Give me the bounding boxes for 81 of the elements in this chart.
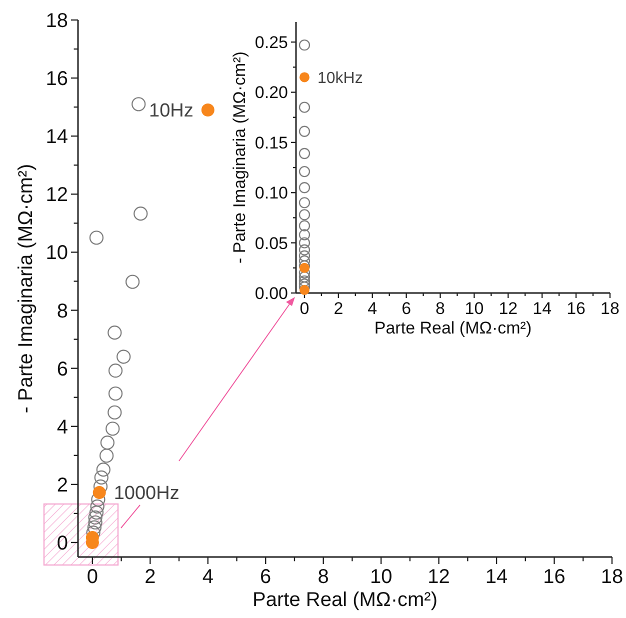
point <box>96 462 110 477</box>
point <box>299 262 310 273</box>
y-axis-title: - Parte Imaginaria (MΩ·cm²) <box>15 164 37 414</box>
x-tick-label: 0 <box>86 566 98 588</box>
y-tick-label: 16 <box>46 68 68 90</box>
point <box>299 72 310 82</box>
point <box>201 103 214 116</box>
point <box>298 244 310 256</box>
point <box>298 220 310 232</box>
x-tick-label: 8 <box>318 566 329 588</box>
point <box>134 206 148 221</box>
y-axis-title: - Parte Imaginaria (MΩ·cm²) <box>230 51 249 264</box>
point <box>108 405 122 420</box>
x-tick-label: 16 <box>543 566 566 588</box>
point <box>298 275 310 287</box>
point <box>94 470 108 485</box>
point <box>100 436 115 450</box>
annotation: 10Hz <box>149 100 194 122</box>
point <box>88 510 102 525</box>
point <box>298 237 310 248</box>
point <box>132 97 146 112</box>
point <box>88 515 102 530</box>
point <box>106 422 120 436</box>
x-tick-label: 6 <box>402 299 412 318</box>
y-tick-label: 14 <box>46 126 68 148</box>
point <box>298 182 310 194</box>
point <box>90 499 104 514</box>
y-tick-label: 0.00 <box>254 284 288 303</box>
point <box>87 520 102 534</box>
y-tick-label: 18 <box>46 10 68 32</box>
point <box>298 166 310 178</box>
point <box>92 486 106 500</box>
x-tick-label: 4 <box>368 299 378 318</box>
point <box>299 285 310 295</box>
y-tick-label: 2 <box>56 474 68 496</box>
y-tick-label: 6 <box>56 358 68 380</box>
point <box>108 364 123 378</box>
x-axis-title: Parte Real (MΩ·cm²) <box>252 589 438 611</box>
point <box>298 250 310 262</box>
point <box>298 148 310 160</box>
x-tick-label: 0 <box>300 299 310 318</box>
x-tick-label: 8 <box>436 299 446 318</box>
point <box>298 255 310 266</box>
y-tick-label: 4 <box>56 416 68 438</box>
y-tick-label: 0 <box>56 532 68 554</box>
x-tick-label: 14 <box>485 566 508 588</box>
y-tick-label: 10 <box>46 242 68 264</box>
x-tick-label: 2 <box>334 299 344 318</box>
annotation: 10kHz <box>317 70 363 87</box>
y-tick-label: 12 <box>46 184 68 206</box>
y-tick-label: 0.05 <box>254 234 288 253</box>
point <box>108 386 123 401</box>
point <box>108 326 122 340</box>
point <box>99 448 114 463</box>
x-tick-label: 10 <box>464 299 484 318</box>
point <box>298 209 310 220</box>
point <box>125 274 140 289</box>
x-tick-label: 18 <box>600 299 620 318</box>
point <box>298 126 310 137</box>
x-tick-label: 4 <box>202 566 214 588</box>
x-tick-label: 10 <box>370 566 392 588</box>
x-axis-title: Parte Real (MΩ·cm²) <box>374 318 532 338</box>
point <box>298 39 310 51</box>
point <box>298 271 310 283</box>
x-tick-label: 12 <box>428 566 450 588</box>
point <box>89 506 104 520</box>
x-tick-label: 14 <box>532 299 552 318</box>
point <box>89 230 104 245</box>
x-tick-label: 18 <box>600 566 624 588</box>
x-tick-label: 12 <box>498 299 518 318</box>
y-tick-label: 0.15 <box>254 133 288 152</box>
annotation: 1000Hz <box>114 483 180 504</box>
point <box>298 197 310 208</box>
y-tick-label: 0.20 <box>254 83 288 102</box>
point <box>298 229 310 240</box>
x-tick-label: 2 <box>144 566 156 588</box>
y-tick-label: 0.25 <box>254 33 288 52</box>
point <box>116 350 131 364</box>
y-tick-label: 0.10 <box>254 184 288 203</box>
point <box>298 102 310 113</box>
x-tick-label: 16 <box>566 299 586 318</box>
